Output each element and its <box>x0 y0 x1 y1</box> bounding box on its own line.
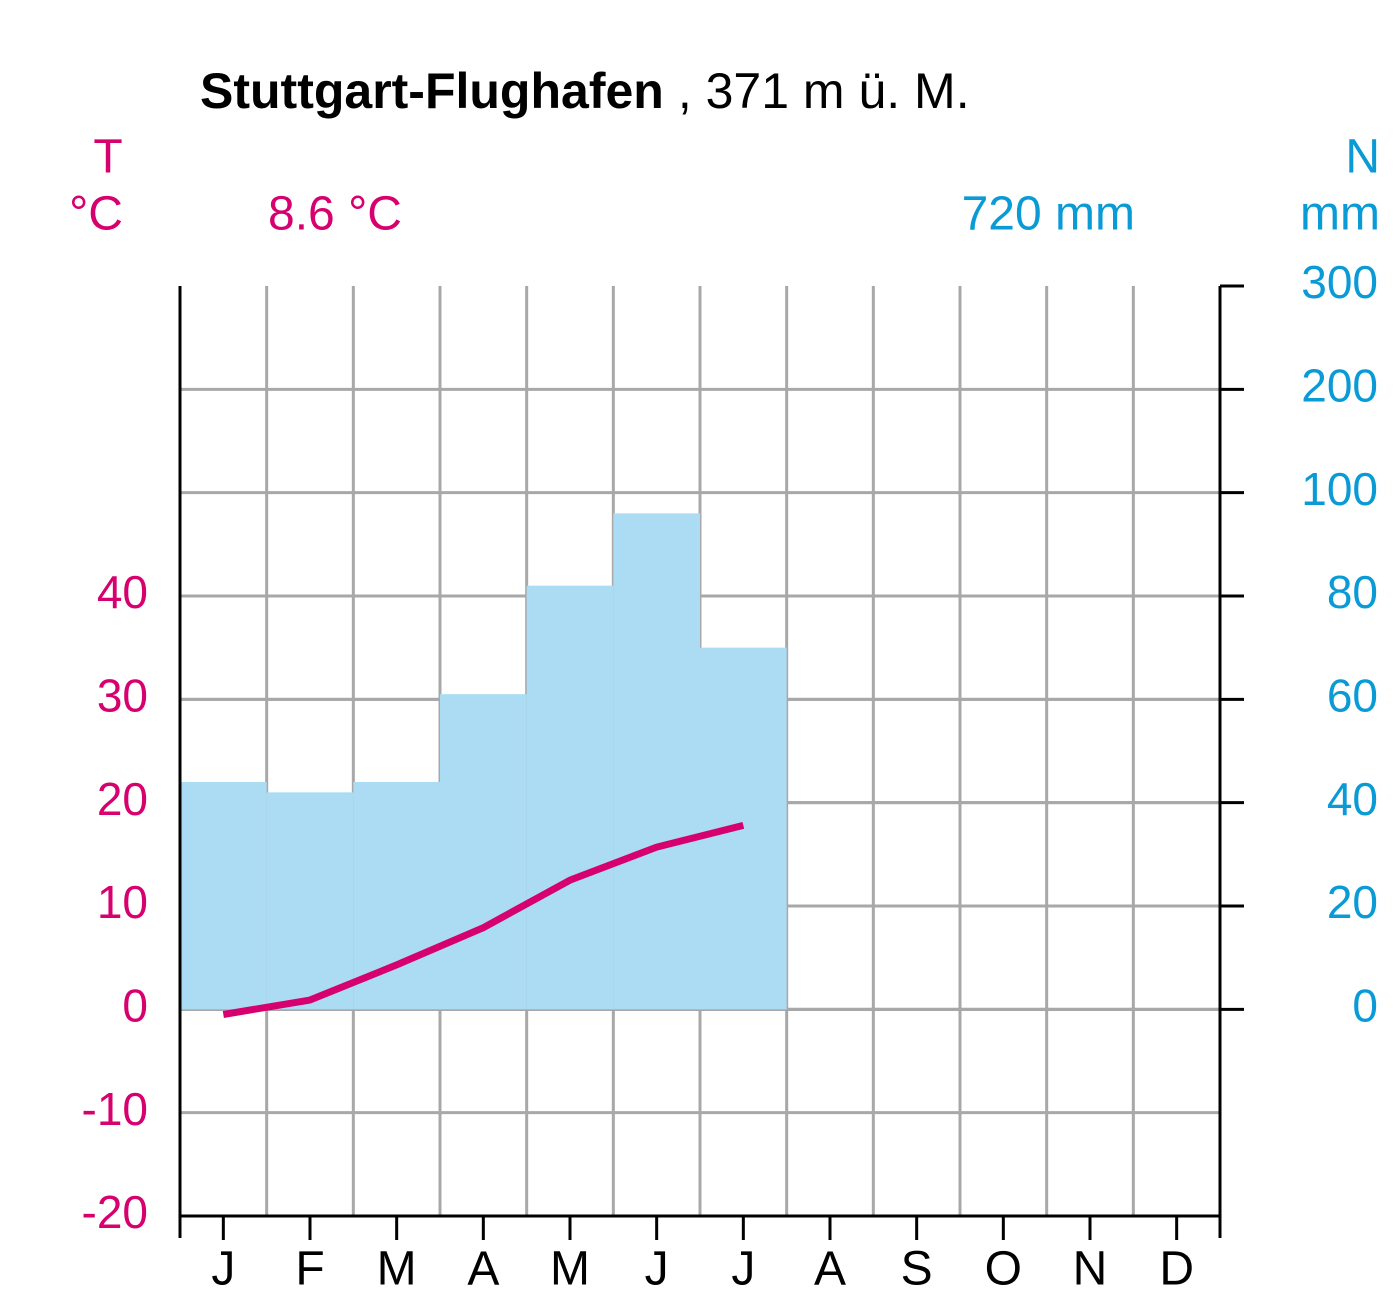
y-tick-label: 10 <box>97 876 148 928</box>
y-tick-label: 20 <box>97 773 148 825</box>
y2-tick-label: 200 <box>1301 359 1378 411</box>
y-tick-label: 30 <box>97 669 148 721</box>
y-tick-label: 40 <box>97 566 148 618</box>
y2-tick-label: 80 <box>1327 566 1378 618</box>
precipitation-bar <box>266 792 354 1010</box>
x-tick-label: A <box>467 1243 499 1296</box>
y2-tick-label: 60 <box>1327 669 1378 721</box>
x-tick-label: O <box>985 1243 1022 1296</box>
chart-title-line: Stuttgart-Flughafen, 371 m ü. M. <box>200 63 970 119</box>
y-axis-unit: °C <box>69 188 123 241</box>
mean-temperature: 8.6 °C <box>268 188 402 241</box>
x-tick-label: J <box>645 1243 669 1296</box>
precipitation-bar <box>613 513 700 1010</box>
x-tick-label: J <box>211 1243 235 1296</box>
chart-title: Stuttgart-Flughafen <box>200 63 664 119</box>
x-tick-label: A <box>814 1243 846 1296</box>
y2-axis-label: N <box>1345 131 1380 184</box>
x-tick-label: F <box>295 1243 324 1296</box>
y2-tick-label: 40 <box>1327 773 1378 825</box>
x-tick-label: S <box>901 1243 933 1296</box>
y-axis-label: T <box>93 131 122 184</box>
annual-precipitation: 720 mm <box>962 188 1135 241</box>
x-tick-label: M <box>377 1243 417 1296</box>
y-tick-label: -20 <box>82 1186 148 1238</box>
y-tick-label: -10 <box>82 1083 148 1135</box>
x-tick-label: D <box>1159 1243 1194 1296</box>
precipitation-bar <box>440 694 527 1010</box>
precipitation-bar <box>526 585 614 1010</box>
y2-tick-label: 20 <box>1327 876 1378 928</box>
chart-subtitle: , 371 m ü. M. <box>678 63 970 119</box>
temperature-line <box>222 822 745 1018</box>
x-tick-label: N <box>1073 1243 1108 1296</box>
y2-axis-unit: mm <box>1300 188 1380 241</box>
y2-tick-label: 300 <box>1301 256 1378 308</box>
y2-tick-label: 0 <box>1352 979 1378 1031</box>
x-tick-label: J <box>731 1243 755 1296</box>
y-tick-label: 0 <box>122 979 148 1031</box>
marks <box>180 513 787 1010</box>
precipitation-bar <box>353 782 440 1010</box>
precipitation-bar <box>180 782 267 1010</box>
axes <box>178 284 1244 1240</box>
x-tick-label: M <box>550 1243 590 1296</box>
y2-tick-label: 100 <box>1301 463 1378 515</box>
